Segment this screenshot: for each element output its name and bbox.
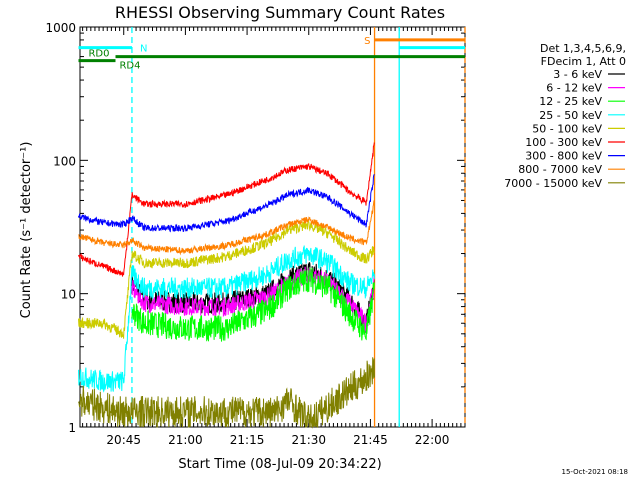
axes-and-labels: RHESSI Observing Summary Count Rates Sta…: [19, 3, 628, 476]
state-bar-label: RD0: [88, 49, 109, 60]
legend-label: 25 - 50 keV: [539, 109, 602, 122]
y-tick-label: 10: [61, 288, 76, 302]
y-tick-label: 1000: [45, 21, 76, 35]
chart-title: RHESSI Observing Summary Count Rates: [115, 3, 445, 22]
x-tick-label: 21:15: [230, 433, 265, 447]
series-line-3: [131, 267, 375, 342]
legend-label: 100 - 300 keV: [525, 136, 602, 149]
plot-area: 1 10 100 1000 20:45 21:00 21:15 21:30 21:45 22:00…: [45, 21, 466, 447]
x-tick-label: 20:45: [106, 433, 141, 447]
legend-label: 7000 - 15000 keV: [504, 177, 602, 190]
series-line-6: [78, 141, 375, 277]
series-line-4: [78, 245, 375, 393]
y-tick-label: 1: [68, 421, 76, 435]
x-axis-label: Start Time (08-Jul-09 20:34:22): [178, 457, 381, 472]
legend-label: 12 - 25 keV: [539, 95, 602, 108]
series-line-5: [78, 219, 375, 339]
x-tick-label: 21:30: [291, 433, 326, 447]
footer-date: 15-Oct-2021 08:18: [562, 468, 628, 476]
state-bar-label: RD4: [119, 61, 140, 72]
series-line-8: [78, 199, 375, 256]
legend-label: 3 - 6 keV: [553, 68, 602, 81]
y-axis-label: Count Rate (s⁻¹ detector⁻¹): [19, 142, 34, 319]
legend-header-line-1: Det 1,3,4,5,6,9,: [540, 42, 626, 55]
legend-label: 50 - 100 keV: [532, 122, 602, 135]
y-tick-label: 100: [53, 154, 76, 168]
series-line-2: [131, 266, 375, 334]
series-line-9: [78, 357, 375, 429]
x-tick-label: 21:45: [353, 433, 388, 447]
legend-label: 300 - 800 keV: [525, 150, 602, 163]
plot-frame: [79, 26, 466, 428]
legend-label: 800 - 7000 keV: [518, 163, 602, 176]
state-bar-label: S: [364, 36, 370, 47]
series-line-7: [78, 174, 375, 233]
legend-label: 6 - 12 keV: [546, 82, 602, 95]
x-tick-label: 21:00: [168, 433, 203, 447]
state-bar-label: N: [140, 44, 147, 55]
legend-header-line-2: FDecim 1, Att 0: [541, 55, 626, 68]
x-tick-label: 22:00: [415, 433, 450, 447]
